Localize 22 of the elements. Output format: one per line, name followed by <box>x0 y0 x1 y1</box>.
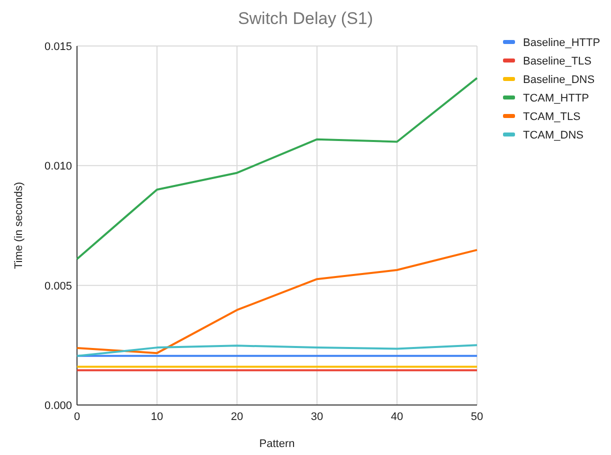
x-tick-label: 20 <box>230 411 244 423</box>
y-axis-title: Time (in seconds) <box>13 182 25 270</box>
line-series <box>76 344 478 357</box>
x-tick-label: 50 <box>470 411 484 423</box>
y-tick-label: 0.005 <box>44 280 72 292</box>
line-series <box>76 248 478 354</box>
chart-title: Switch Delay (S1) <box>238 9 374 28</box>
y-tick-label: 0.000 <box>44 400 72 412</box>
legend-label: Baseline_DNS <box>523 74 595 86</box>
x-tick-label: 30 <box>310 411 324 423</box>
y-tick-label: 0.015 <box>44 41 72 53</box>
x-tick-label: 10 <box>150 411 164 423</box>
x-tick-label: 40 <box>390 411 404 423</box>
x-axis-title: Pattern <box>259 438 295 450</box>
legend-label: TCAM_DNS <box>523 130 584 142</box>
legend-label: TCAM_TLS <box>523 111 580 123</box>
y-tick-label: 0.010 <box>44 160 72 173</box>
legend-label: Baseline_TLS <box>523 56 592 68</box>
x-tick-label: 0 <box>74 411 80 423</box>
line-series <box>76 77 478 260</box>
legend-label: TCAM_HTTP <box>523 92 589 104</box>
legend-label: Baseline_HTTP <box>523 37 600 49</box>
